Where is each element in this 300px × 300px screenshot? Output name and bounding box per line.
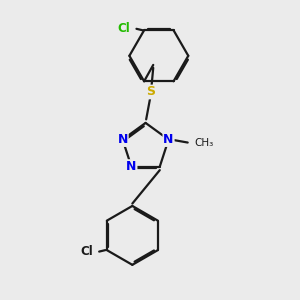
Text: CH₃: CH₃ [194, 137, 214, 148]
Text: N: N [164, 133, 174, 146]
Text: N: N [117, 133, 128, 146]
Text: N: N [126, 160, 136, 173]
Text: Cl: Cl [80, 245, 93, 258]
Text: S: S [146, 85, 155, 98]
Text: Cl: Cl [118, 22, 130, 35]
